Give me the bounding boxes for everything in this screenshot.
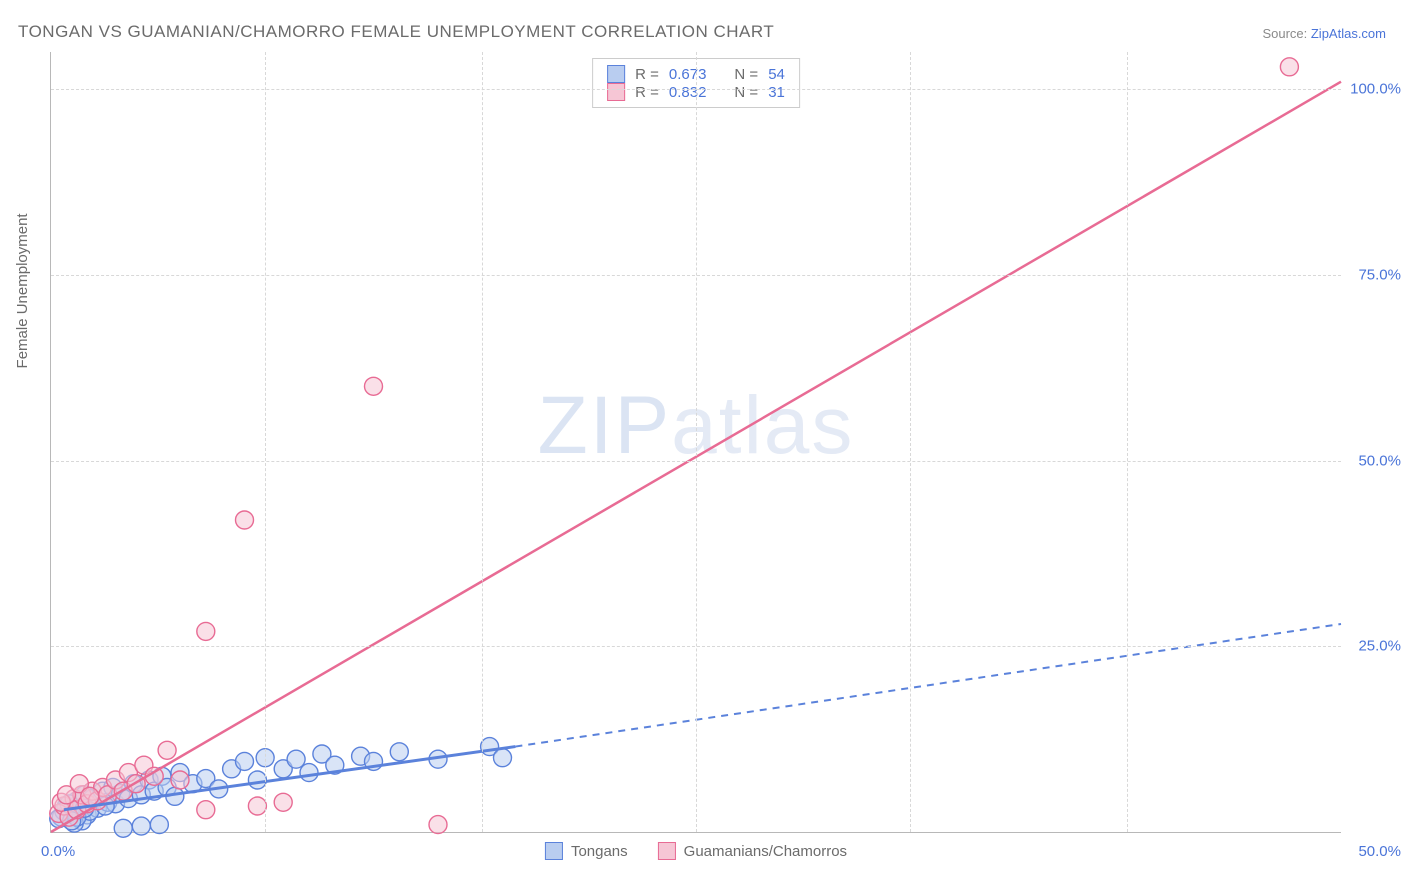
data-point <box>274 793 292 811</box>
legend-item: Guamanians/Chamorros <box>658 842 847 860</box>
chart-title: TONGAN VS GUAMANIAN/CHAMORRO FEMALE UNEM… <box>18 22 774 42</box>
legend-r-value: 0.832 <box>669 84 707 101</box>
legend-r-value: 0.673 <box>669 66 707 83</box>
legend-series-label: Guamanians/Chamorros <box>684 843 847 860</box>
source-link[interactable]: ZipAtlas.com <box>1311 26 1386 41</box>
x-tick-min: 0.0% <box>41 843 75 860</box>
y-axis-label: Female Unemployment <box>14 213 31 368</box>
y-tick-label: 75.0% <box>1358 266 1401 283</box>
data-point <box>132 817 150 835</box>
data-point <box>390 743 408 761</box>
legend-series-label: Tongans <box>571 843 628 860</box>
legend-series: Tongans Guamanians/Chamorros <box>545 842 847 860</box>
data-point <box>300 764 318 782</box>
data-point <box>171 771 189 789</box>
data-point <box>248 797 266 815</box>
legend-swatch <box>658 842 676 860</box>
data-point <box>429 816 447 834</box>
data-point <box>81 787 99 805</box>
legend-n-value: 54 <box>768 66 785 83</box>
legend-swatch <box>607 65 625 83</box>
legend-swatch <box>607 83 625 101</box>
trendline-tongan-dashed <box>515 624 1341 747</box>
data-point <box>494 749 512 767</box>
v-gridline <box>482 52 483 832</box>
v-gridline <box>1127 52 1128 832</box>
y-tick-label: 50.0% <box>1358 452 1401 469</box>
legend-n-label: N = <box>734 84 758 101</box>
source-label: Source: <box>1262 26 1310 41</box>
data-point <box>197 622 215 640</box>
v-gridline <box>696 52 697 832</box>
legend-swatch <box>545 842 563 860</box>
data-point <box>158 741 176 759</box>
source-attribution: Source: ZipAtlas.com <box>1262 26 1386 41</box>
data-point <box>236 511 254 529</box>
y-tick-label: 25.0% <box>1358 638 1401 655</box>
data-point <box>365 377 383 395</box>
v-gridline <box>265 52 266 832</box>
data-point <box>197 801 215 819</box>
x-tick-max: 50.0% <box>1358 843 1401 860</box>
v-gridline <box>910 52 911 832</box>
data-point <box>248 771 266 789</box>
legend-n-value: 31 <box>768 84 785 101</box>
plot-area: ZIPatlas R =0.673N =54R =0.832N =31 Tong… <box>50 52 1341 833</box>
data-point <box>236 752 254 770</box>
data-point <box>1280 58 1298 76</box>
y-tick-label: 100.0% <box>1350 81 1401 98</box>
data-point <box>114 819 132 837</box>
legend-r-label: R = <box>635 84 659 101</box>
legend-item: Tongans <box>545 842 628 860</box>
legend-n-label: N = <box>734 66 758 83</box>
data-point <box>150 816 168 834</box>
legend-r-label: R = <box>635 66 659 83</box>
